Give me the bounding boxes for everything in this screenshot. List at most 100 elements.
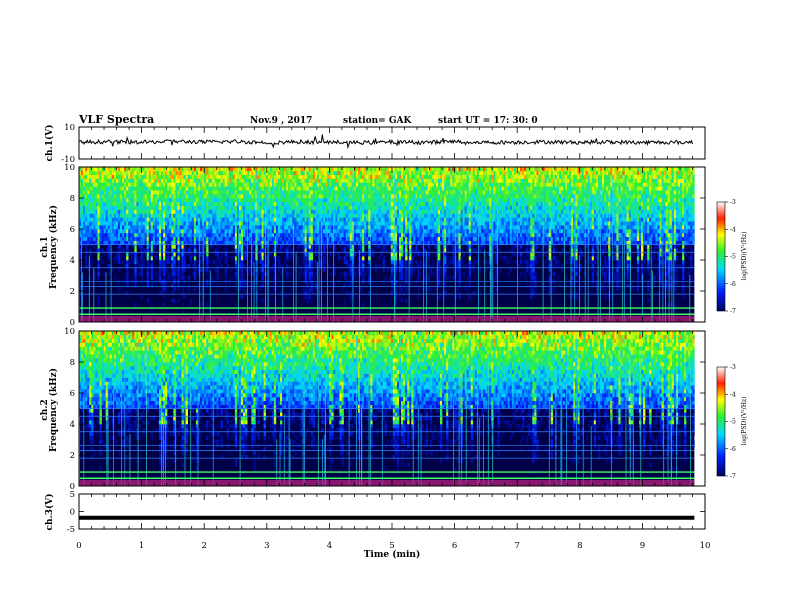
spectrogram-cell	[450, 205, 453, 210]
spectrogram-cell	[298, 240, 301, 245]
spectrogram-cell	[452, 244, 455, 249]
spectrogram-cell	[95, 170, 98, 176]
spectrogram-cell	[310, 225, 314, 230]
spectrogram-cell	[111, 209, 115, 214]
spectrogram-cell	[210, 205, 213, 210]
spectrogram-cell	[228, 167, 232, 172]
spectrogram-cell	[302, 217, 305, 222]
spectrogram-cell	[269, 236, 273, 241]
spectrogram-cell	[314, 194, 318, 199]
spectrogram-cell	[425, 186, 428, 191]
spectrogram-cell	[448, 201, 451, 207]
spectrogram-cell	[159, 174, 162, 179]
spectrogram-cell	[440, 267, 443, 272]
spectrogram-cell	[273, 186, 277, 191]
spectrogram-cell	[398, 256, 402, 261]
spectrogram-cell	[384, 225, 387, 230]
spectrogram-cell	[271, 236, 275, 241]
spectrogram-cell	[85, 213, 88, 218]
spectrogram-cell	[335, 213, 338, 218]
spectrogram-cell	[282, 201, 285, 207]
spectrogram-cell	[419, 225, 422, 230]
spectrogram-cell	[304, 294, 307, 300]
spectrogram-cell	[150, 217, 154, 222]
spectrogram-cell	[216, 190, 219, 195]
spectrogram-cell	[401, 201, 404, 207]
spectrogram-cell	[105, 213, 109, 218]
spectrogram-cell	[146, 178, 150, 183]
spectrogram-cell	[417, 221, 420, 226]
spectrogram-cell	[433, 209, 437, 214]
spectrogram-cell	[296, 256, 299, 261]
spectrogram-cell	[93, 244, 96, 249]
spectrogram-cell	[130, 209, 133, 214]
spectrogram-cell	[218, 256, 221, 261]
spectrogram-cell	[329, 186, 332, 191]
spectrogram-cell	[206, 302, 209, 307]
spectrogram-cell	[398, 209, 402, 214]
spectrogram-cell	[277, 260, 281, 265]
spectrogram-cell	[241, 263, 244, 269]
spectrogram-cell	[171, 256, 174, 261]
spectrogram-cell	[169, 178, 172, 183]
spectrogram-cell	[253, 182, 256, 187]
spectrogram-cell	[269, 221, 273, 226]
spectrogram-cell	[159, 201, 162, 207]
spectrogram-cell	[222, 178, 225, 183]
spectrogram-cell	[136, 167, 139, 172]
spectrogram-cell	[167, 190, 170, 195]
spectrogram-cell	[171, 267, 174, 272]
spectrogram-cell	[122, 217, 125, 222]
spectrogram-cell	[152, 213, 156, 218]
spectrogram-cell	[362, 221, 365, 226]
spectrogram-cell	[360, 205, 363, 210]
spectrogram-cell	[325, 198, 328, 203]
spectrogram-cell	[238, 275, 242, 280]
spectrogram-cell	[464, 217, 467, 222]
spectrogram-cell	[468, 205, 472, 210]
spectrogram-cell	[335, 201, 338, 207]
spectrogram-cell	[409, 252, 412, 257]
spectrogram-cell	[167, 232, 170, 238]
spectrogram-cell	[238, 221, 242, 226]
spectrogram-cell	[374, 240, 377, 245]
spectrogram-cell	[197, 174, 201, 179]
spectrogram-cell	[189, 170, 193, 176]
spectrogram-cell	[181, 225, 184, 230]
spectrogram-cell	[292, 167, 295, 172]
spectrogram-cell	[128, 178, 131, 183]
spectrogram-cell	[380, 194, 383, 199]
spectrogram-cell	[249, 190, 252, 195]
spectrogram-cell	[423, 174, 426, 179]
spectrogram-cell	[401, 263, 404, 269]
spectrogram-cell	[111, 198, 115, 203]
spectrogram-cell	[228, 170, 232, 176]
spectrogram-cell	[429, 186, 433, 191]
spectrogram-cell	[216, 209, 219, 214]
spectrogram-cell	[117, 167, 121, 172]
spectrogram-cell	[374, 190, 377, 195]
spectrogram-cell	[193, 252, 197, 257]
spectrogram-cell	[234, 198, 238, 203]
spectrogram-cell	[347, 263, 351, 269]
spectrogram-cell	[169, 229, 172, 234]
spectrogram-cell	[292, 217, 295, 222]
spectrogram-cell	[214, 252, 217, 257]
spectrogram-cell	[187, 221, 191, 226]
spectrogram-cell	[105, 236, 109, 241]
spectrogram-cell	[253, 232, 256, 238]
spectrogram-cell	[128, 209, 131, 214]
spectrogram-cell	[468, 263, 472, 269]
spectrogram-cell	[437, 260, 441, 265]
spectrogram-cell	[357, 186, 361, 191]
spectrogram-cell	[327, 232, 330, 238]
spectrogram-cell	[261, 236, 264, 241]
spectrogram-cell	[241, 283, 244, 288]
spectrogram-cell	[306, 170, 310, 176]
spectrogram-cell	[435, 186, 439, 191]
spectrogram-cell	[134, 190, 137, 195]
spectrogram-cell	[304, 194, 307, 199]
spectrogram-cell	[249, 240, 252, 245]
spectrogram-cell	[446, 201, 449, 207]
spectrogram-cell	[427, 229, 431, 234]
